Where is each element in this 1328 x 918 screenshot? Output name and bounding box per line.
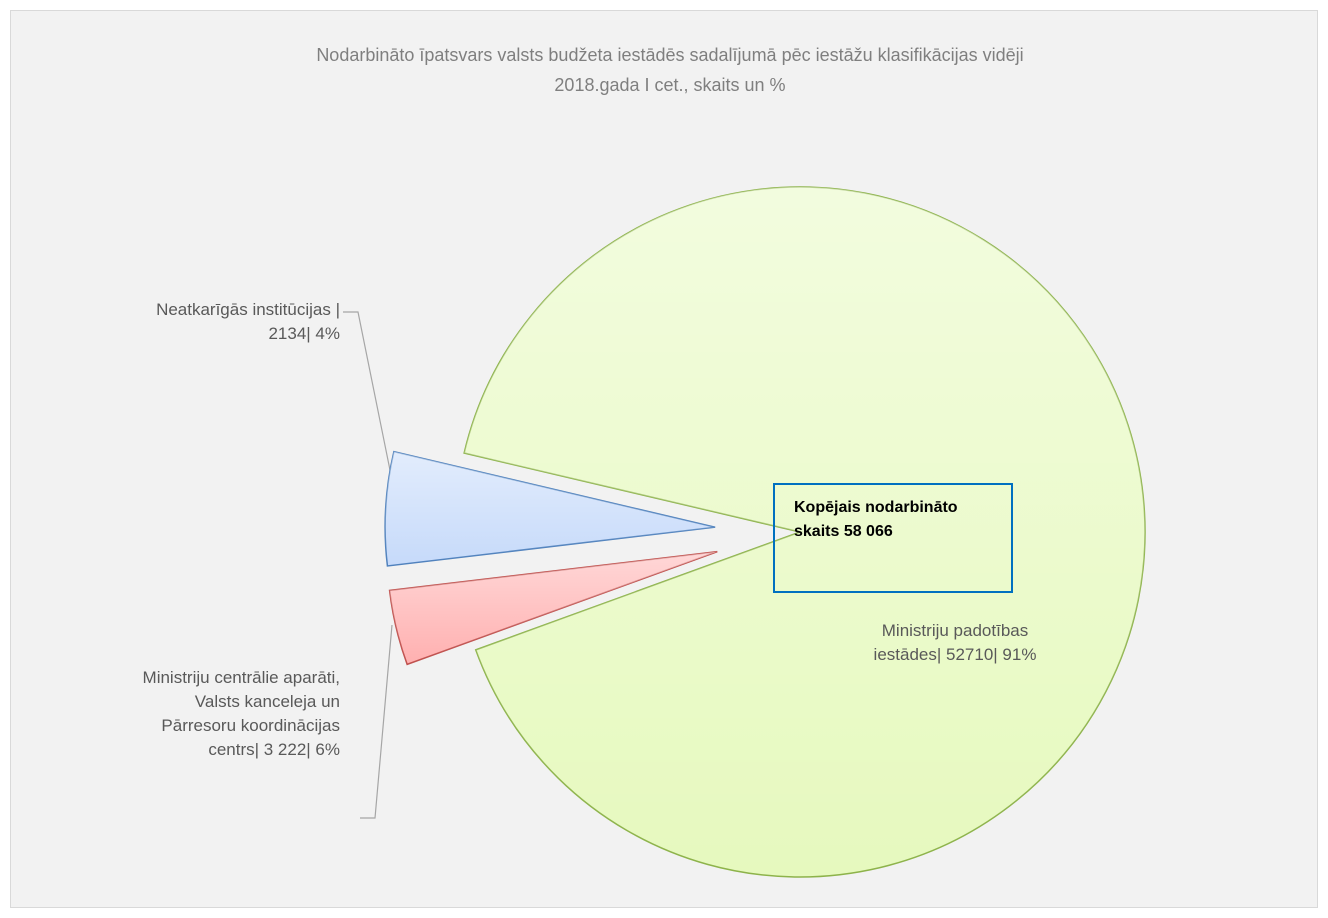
chart-title: Nodarbināto īpatsvars valsts budžeta ies…: [316, 45, 1024, 95]
data-label: Ministriju padotības iestādes| 52710| 91…: [873, 621, 1037, 664]
slice-shade: [385, 451, 716, 566]
slice-shade: [389, 551, 718, 665]
data-label: Ministriju centrālie aparāti, Valsts kan…: [142, 668, 340, 759]
data-label: Neatkarīgās institūcijas | 2134| 4%: [156, 300, 340, 343]
leader-line: [360, 624, 393, 819]
annotation: Kopējais nodarbināto skaits 58 066: [794, 499, 958, 540]
annotation-box: [773, 483, 1013, 593]
leader-line: [343, 311, 393, 481]
slices: [384, 186, 1146, 878]
slice-shade: [464, 186, 1145, 877]
